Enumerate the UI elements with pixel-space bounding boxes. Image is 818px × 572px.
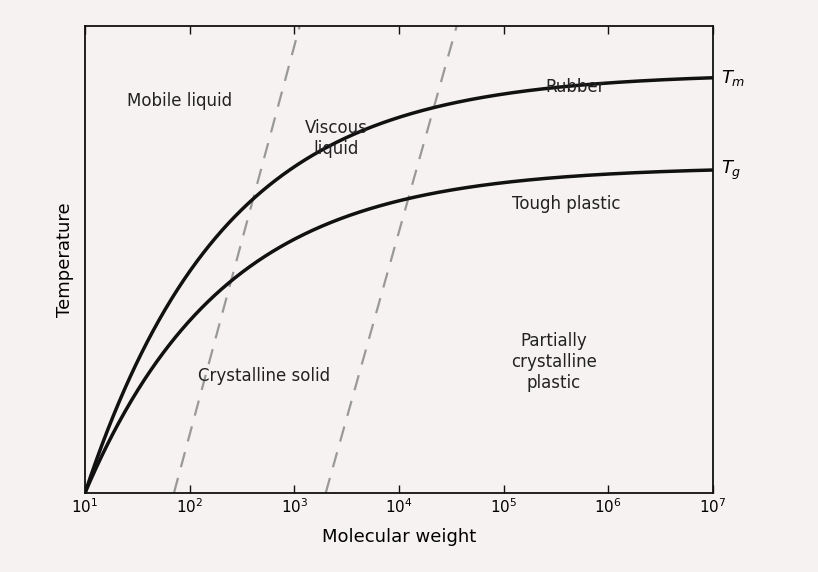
Text: Rubber: Rubber <box>546 78 605 96</box>
Text: Tough plastic: Tough plastic <box>512 194 620 213</box>
X-axis label: Molecular weight: Molecular weight <box>321 527 476 546</box>
Y-axis label: Temperature: Temperature <box>56 202 74 317</box>
Text: $T_g$: $T_g$ <box>721 158 742 181</box>
Text: $T_m$: $T_m$ <box>721 67 746 88</box>
Text: Partially
crystalline
plastic: Partially crystalline plastic <box>510 332 596 392</box>
Text: Crystalline solid: Crystalline solid <box>198 367 330 386</box>
Text: Mobile liquid: Mobile liquid <box>127 92 231 110</box>
Text: Viscous
liquid: Viscous liquid <box>304 119 367 158</box>
